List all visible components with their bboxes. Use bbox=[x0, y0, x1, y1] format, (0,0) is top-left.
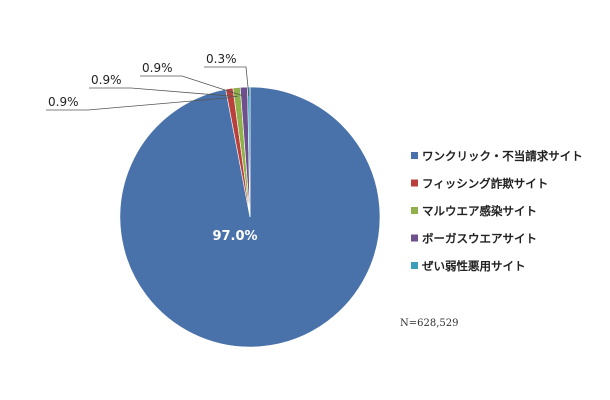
leader-line-1 bbox=[46, 97, 231, 111]
legend-swatch-0 bbox=[411, 152, 418, 159]
slice-label-2: 0.9% bbox=[91, 73, 122, 87]
legend-label-3: ボーガスウエアサイト bbox=[422, 232, 537, 246]
leader-line-3 bbox=[140, 75, 245, 97]
legend-swatch-4 bbox=[411, 262, 418, 269]
slice-label-3: 0.9% bbox=[142, 61, 173, 75]
legend-label-0: ワンクリック・不当請求サイト bbox=[422, 149, 583, 163]
slice-label-1: 0.9% bbox=[48, 95, 79, 109]
slice-label-0: 97.0% bbox=[212, 229, 257, 244]
legend-label-2: マルウエア感染サイト bbox=[422, 204, 537, 218]
leader-line-2 bbox=[89, 87, 238, 98]
legend-swatch-2 bbox=[411, 207, 418, 214]
legend-label-1: フィッシング詐欺サイト bbox=[422, 177, 548, 191]
leader-line-4 bbox=[204, 66, 250, 97]
pie-slice-4 bbox=[247, 86, 251, 218]
slice-label-4: 0.3% bbox=[206, 52, 237, 66]
sample-size-note: N=628,529 bbox=[400, 318, 458, 329]
legend-label-4: ぜい弱性悪用サイト bbox=[422, 259, 526, 273]
legend-swatch-3 bbox=[411, 234, 418, 242]
legend-swatch-1 bbox=[411, 179, 418, 187]
